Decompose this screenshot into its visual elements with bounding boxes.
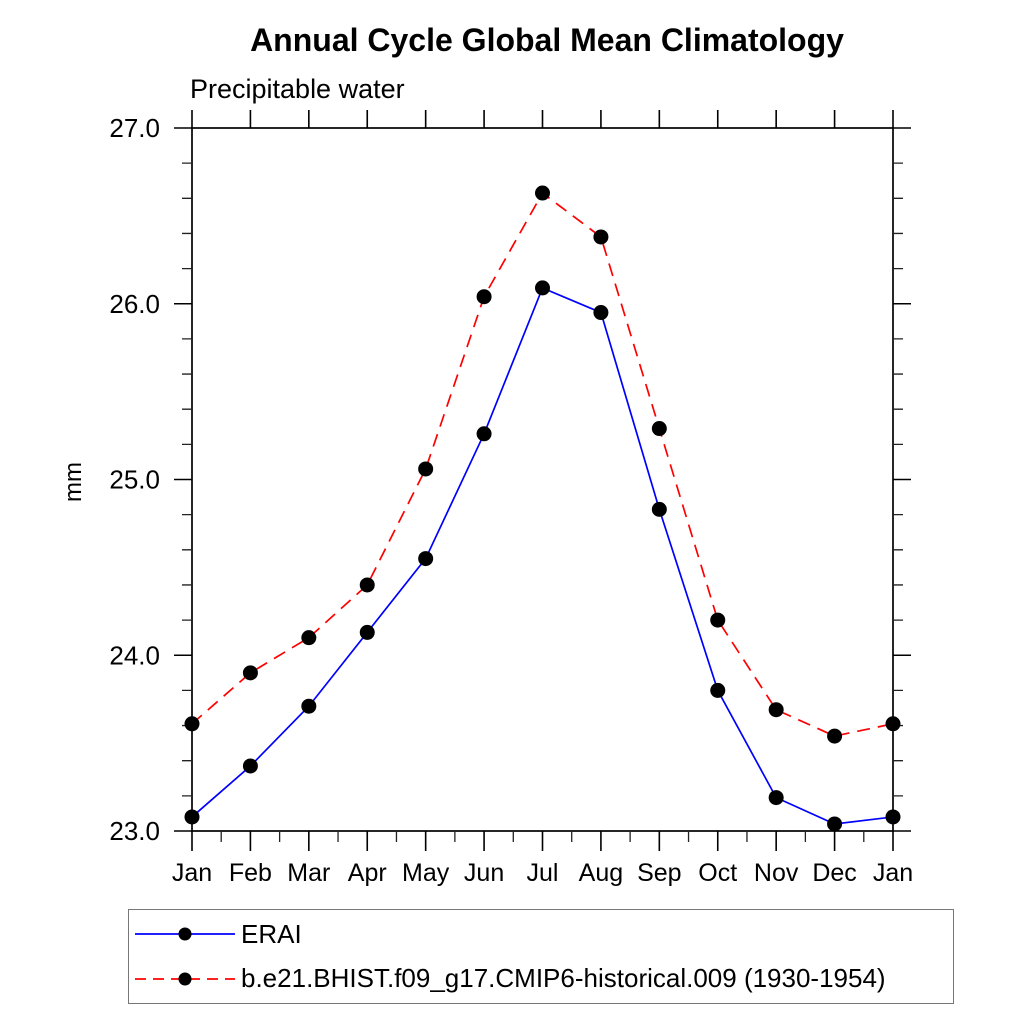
data-point-marker (535, 280, 550, 296)
data-point-marker (885, 809, 901, 825)
legend-label-erai: ERAI (241, 918, 302, 949)
y-tick-label: 26.0 (109, 289, 160, 319)
legend-item-erai: ERAI (129, 914, 953, 954)
major-ticks (174, 110, 911, 851)
y-tick-label: 24.0 (109, 640, 160, 670)
x-tick-label: Sep (637, 859, 681, 887)
data-point-marker (885, 716, 901, 732)
y-tick-label: 23.0 (109, 816, 160, 846)
legend-label-model: b.e21.BHIST.f09_g17.CMIP6-historical.009… (241, 963, 886, 994)
data-point-marker (768, 702, 784, 718)
data-point-marker (710, 612, 726, 628)
x-tick-label: Jan (873, 859, 913, 887)
x-tick-label: Dec (812, 859, 856, 887)
series-line-0 (191, 286, 894, 825)
data-point-marker (242, 665, 258, 681)
data-point-marker (359, 624, 375, 640)
data-point-marker (418, 551, 434, 567)
legend-box: ERAI b.e21.BHIST.f09_g17.CMIP6-historica… (128, 909, 954, 1004)
data-point-marker (710, 682, 726, 698)
chart-subtitle: Precipitable water (190, 74, 405, 104)
data-point-marker (768, 790, 784, 806)
data-point-marker (476, 426, 492, 442)
data-point-marker (535, 185, 550, 201)
data-point-marker (242, 758, 258, 774)
data-point-marker (593, 305, 609, 321)
legend-marker-1 (178, 972, 192, 986)
x-tick-label: Jan (172, 859, 212, 887)
y-tick-label: 25.0 (109, 465, 160, 495)
x-tick-label: Jun (464, 859, 504, 887)
data-point-marker (359, 577, 375, 593)
legend-item-model: b.e21.BHIST.f09_g17.CMIP6-historical.009… (129, 959, 953, 999)
x-tick-label: Nov (754, 859, 799, 887)
legend-marker-0 (178, 927, 192, 941)
series-line-1 (191, 191, 894, 737)
x-tick-label: Jul (527, 859, 559, 887)
legend-swatch-erai (135, 927, 235, 941)
plot-frame (191, 127, 894, 832)
x-tick-label: Mar (287, 859, 330, 887)
x-tick-label: Apr (348, 859, 387, 887)
data-point-marker (301, 698, 317, 714)
minor-ticks (182, 162, 903, 842)
data-point-marker (651, 501, 667, 517)
data-point-marker (651, 421, 667, 437)
data-point-marker (184, 716, 200, 732)
x-tick-label: Aug (579, 859, 623, 887)
x-tick-label: May (402, 859, 450, 887)
y-tick-label: 27.0 (109, 113, 160, 143)
data-point-marker (827, 728, 843, 744)
chart-title: Annual Cycle Global Mean Climatology (250, 22, 844, 58)
data-point-marker (184, 809, 200, 825)
legend-swatch-model (135, 972, 235, 986)
data-point-marker (301, 630, 317, 646)
x-tick-label: Oct (698, 859, 737, 887)
data-point-marker (827, 816, 843, 832)
data-point-marker (476, 289, 492, 305)
data-point-marker (418, 461, 434, 477)
x-tick-label: Feb (229, 859, 272, 887)
data-point-marker (593, 229, 609, 245)
